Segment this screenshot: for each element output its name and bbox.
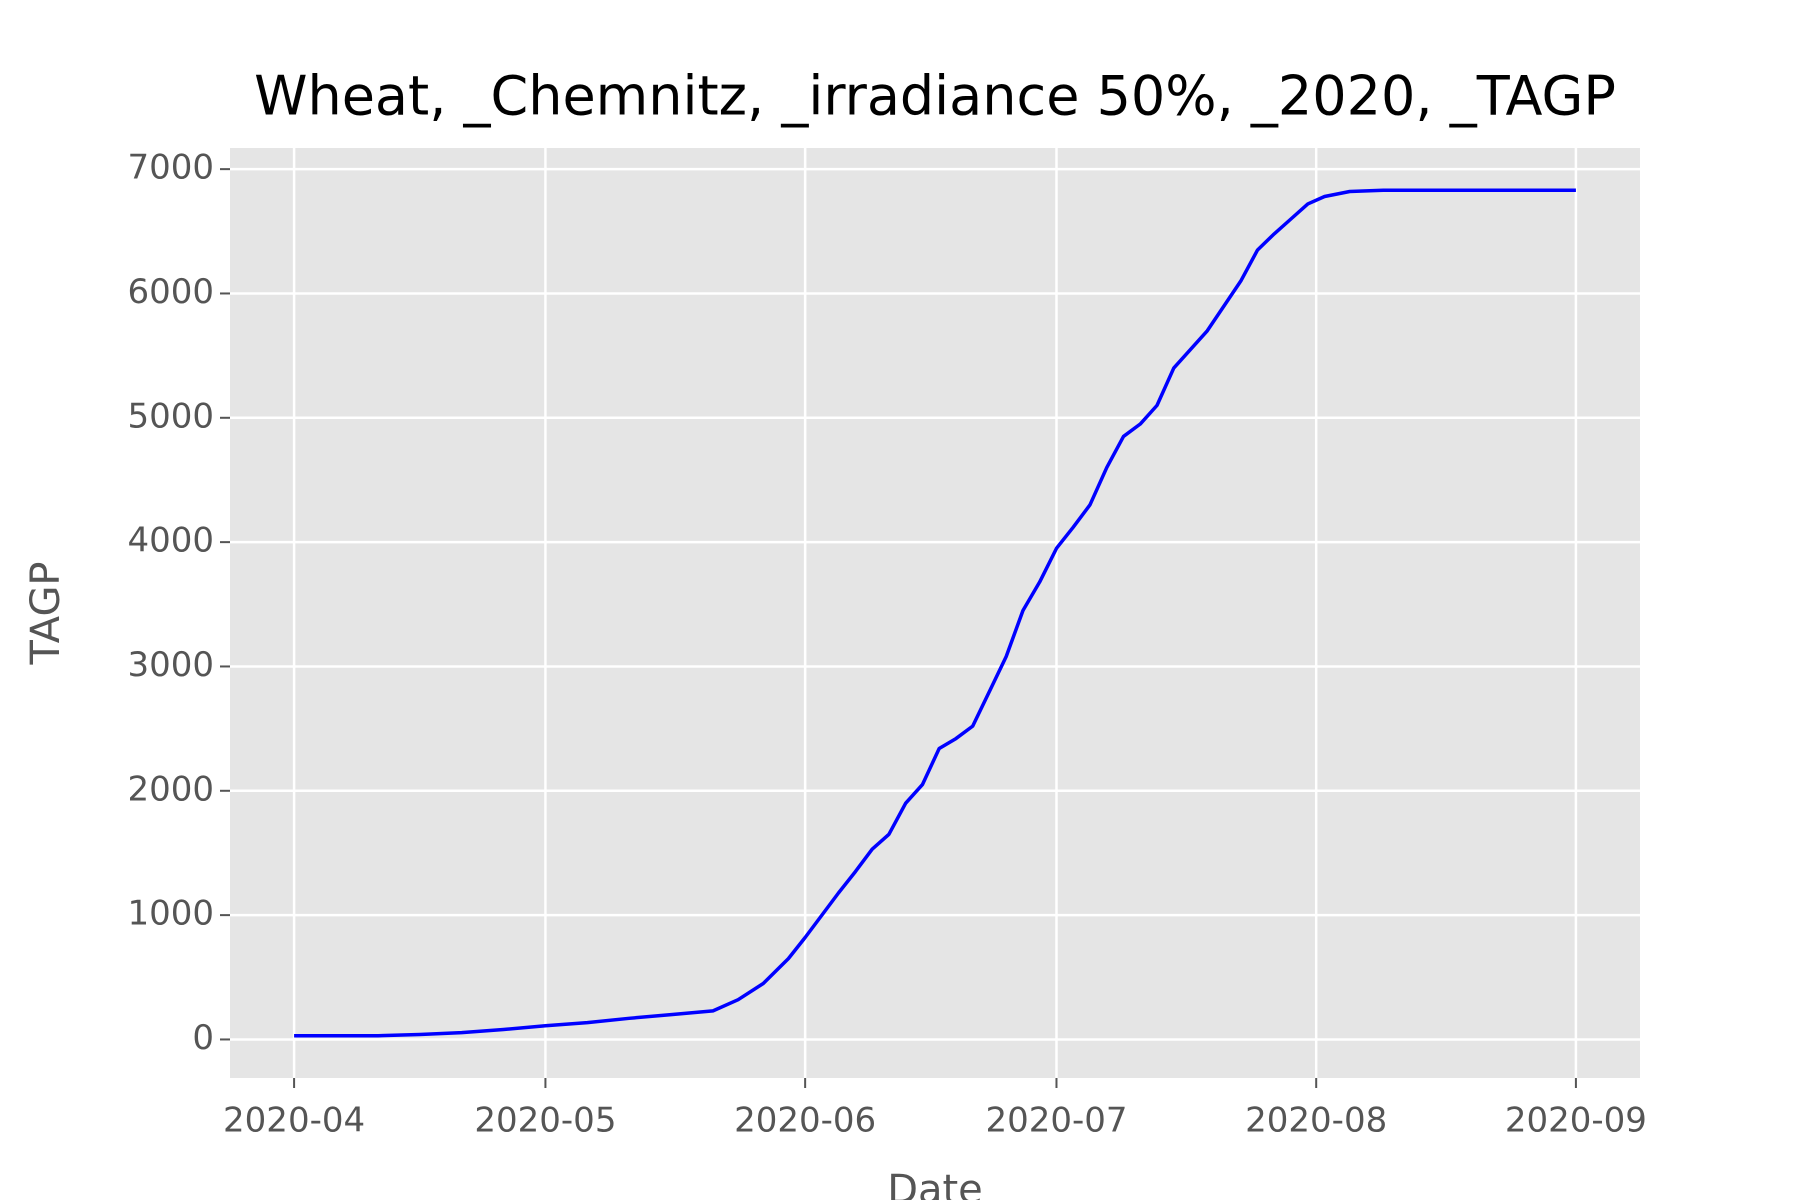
x-tick-label: 2020-08	[1245, 1101, 1387, 1141]
y-tick-label: 4000	[127, 521, 214, 561]
x-tick-label: 2020-06	[734, 1101, 876, 1141]
y-tick-label: 1000	[127, 894, 214, 934]
line	[294, 188, 1576, 1038]
y-tick-label: 5000	[127, 396, 214, 436]
y-tick-label: 7000	[127, 148, 214, 188]
y-tick-label: 6000	[127, 272, 214, 312]
y-tick-label: 0	[192, 1018, 214, 1058]
x-axis-label: Date	[887, 1167, 983, 1200]
x-tick-label: 2020-09	[1505, 1101, 1647, 1141]
x-tick-label: 2020-07	[985, 1101, 1127, 1141]
y-tick-label: 2000	[127, 769, 214, 809]
x-tick-label: 2020-04	[223, 1101, 365, 1141]
y-tick-label: 3000	[127, 645, 214, 685]
x-tick-label: 2020-05	[474, 1101, 616, 1141]
y-axis-label: TAGP	[23, 561, 69, 665]
plot-area	[230, 148, 1640, 1078]
chart-title: Wheat, _Chemnitz, _irradiance 50%, _2020…	[254, 65, 1616, 128]
